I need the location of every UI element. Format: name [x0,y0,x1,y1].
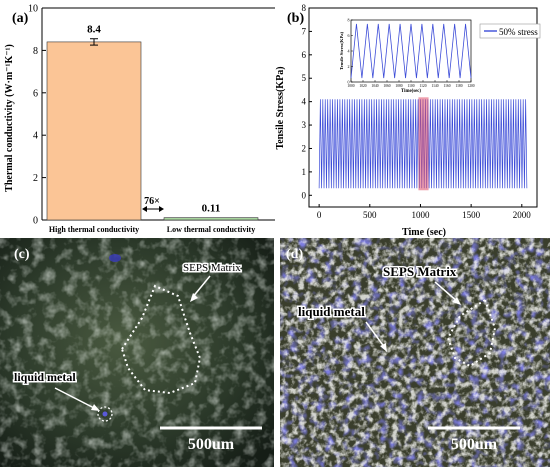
panel-d-micrograph: SEPS Matrix liquid metal 500um (d) [280,238,550,467]
panel-a-label: (a) [12,11,29,26]
inset-x-tick-label: 1020 [359,84,366,88]
x-axis-title: Time (sec) [402,227,446,238]
x-tick-label: Low thermal conductivity [167,225,255,234]
scale-bar-label: 500um [188,436,235,453]
y-tick-label: 6 [33,88,38,99]
liquid-metal-label: liquid metal [298,304,365,319]
inset-x-tick-label: 1160 [443,84,450,88]
inset-x-tick-label: 1100 [407,84,414,88]
inset-x-tick-label: 1200 [467,84,474,88]
inset-series [350,23,472,79]
inset-chart: 1000 1020 1040 1060 1080 1100 1120 1140 1160 1180… [339,18,475,95]
panel-c-micrograph: SEPS Matrix liquid metal 500um (c) [0,238,274,467]
inset-x-tick-label: 1180 [455,84,462,88]
x-tick-label: 1000 [411,210,430,220]
inset-y-tick-label: 6 [348,33,350,38]
seps-matrix-outline [120,284,202,395]
y-tick-label: 3 [302,120,307,130]
data-label: 0.11 [202,203,221,215]
panel-a-bar-chart: (a) 0 2 4 6 8 10 8.4 0.11 High thermal conduct… [4,4,275,234]
y-tick-label: 6 [302,50,307,60]
x-ticks: 0 500 1000 1500 2000 [317,204,531,220]
highlight-range [418,97,429,191]
panel-b-line-chart: (b) 0 1 2 3 4 5 6 7 8 0 500 1000 1500 2000 50% stres… [275,3,541,238]
y-tick-label: 8 [302,3,307,13]
y-tick-label: 0 [302,190,307,200]
inset-y-tick-label: 4 [348,49,350,54]
liquid-metal-label: liquid metal [14,370,76,384]
plot-frame [308,7,538,208]
inset-x-tick-label: 1140 [431,84,438,88]
bar-2 [163,217,259,221]
inset-x-tick-label: 1120 [419,84,426,88]
liquid-metal-arrow [365,321,386,349]
ratio-label: 76× [144,196,160,207]
inset-y-title: Tensile Stress(KPa) [339,31,344,70]
inset-y-tick-label: 8 [348,18,350,23]
inset-x-tick-label: 1060 [383,84,390,88]
y-tick-label: 7 [302,26,307,36]
x-tick-labels: High thermal conductivity Low thermal con… [49,225,255,234]
y-axis-title: Thermal conductivity (W·m⁻¹K⁻¹) [4,44,15,192]
bars: 8.4 0.11 [46,24,259,221]
y-axis-title: Tensile Stress(KPa) [275,66,286,149]
y-tick-label: 0 [33,216,38,227]
y-tick-label: 5 [302,73,307,83]
y-tick-label: 1 [302,167,307,177]
liquid-metal-arrow [54,387,97,410]
y-tick-label: 8 [33,46,38,57]
x-tick-label: 0 [317,210,322,220]
liquid-metal-droplet-circle [97,406,113,422]
inset-x-title: Time(sec) [401,89,421,94]
y-tick-label: 4 [302,97,307,107]
data-label: 8.4 [87,24,101,36]
panel-c-label: (c) [14,247,30,262]
inset-ticks: 1000 1020 1040 1060 1080 1100 1120 1140 1160 1180… [347,18,474,89]
y-ticks: 0 2 4 6 8 10 [28,4,46,227]
y-tick-label: 4 [33,131,38,142]
x-tick-label: 1500 [462,210,481,220]
y-tick-label: 10 [28,4,38,15]
panel-b-label: (b) [287,11,304,26]
panel-d-label: (d) [286,247,303,262]
seps-matrix-arrow [191,275,211,299]
x-tick-label: High thermal conductivity [49,225,139,234]
inset-y-tick-label: 0 [348,80,350,85]
inset-y-tick-label: 2 [348,64,350,69]
seps-matrix-arrow [434,281,459,303]
legend: 50% stress [479,23,541,39]
y-tick-label: 2 [302,143,307,153]
seps-matrix-label: SEPS Matrix [383,264,457,279]
bar-1 [46,41,142,221]
y-tick-label: 2 [33,173,38,184]
inset-x-tick-label: 1080 [395,84,402,88]
inset-x-tick-label: 1040 [371,84,378,88]
x-tick-label: 500 [363,210,377,220]
ratio-annotation: 76× [142,196,164,212]
inset-frame [350,19,472,83]
seps-matrix-label: SEPS Matrix [183,262,241,274]
x-tick-label: 2000 [513,210,532,220]
y-ticks: 0 1 2 3 4 5 6 7 8 [302,3,312,200]
legend-label: 50% stress [499,27,538,37]
inset-x-tick-label: 1000 [347,84,354,88]
scale-bar-label: 500um [451,436,498,453]
